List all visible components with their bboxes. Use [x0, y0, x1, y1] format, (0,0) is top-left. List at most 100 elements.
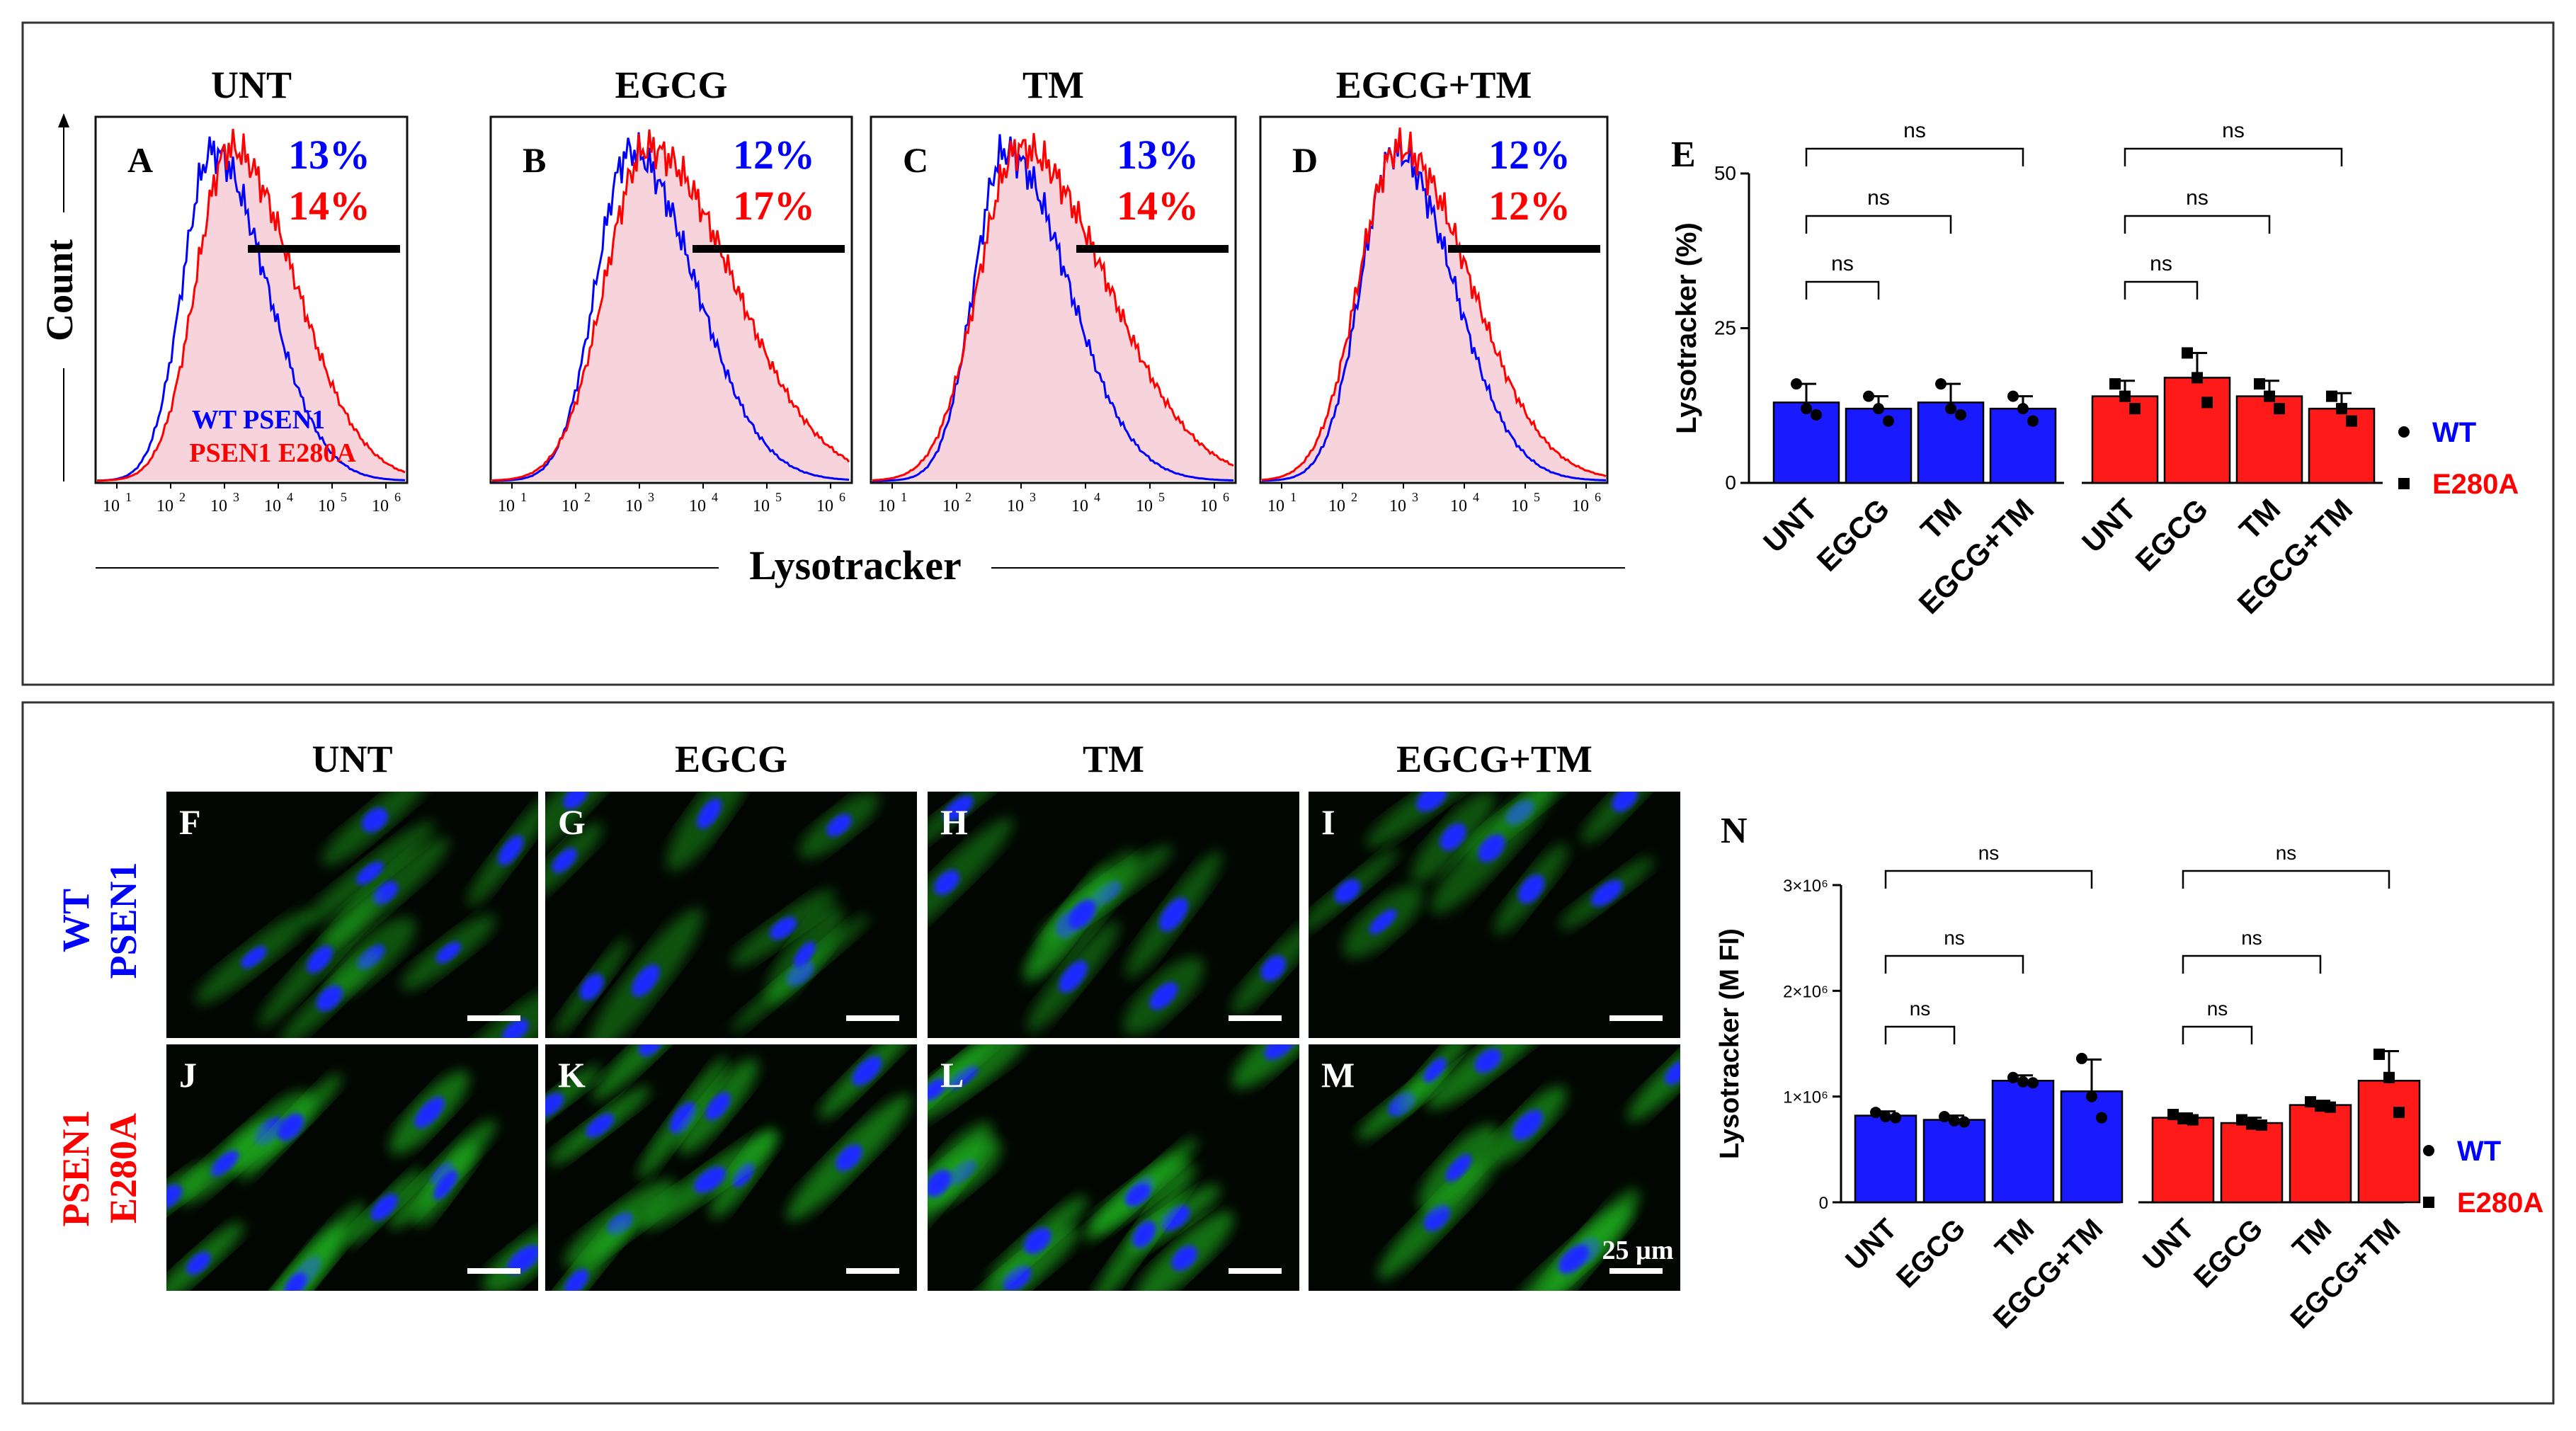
- gate-bar-B: [693, 245, 845, 253]
- scale-bar: [1229, 1015, 1282, 1021]
- data-point: [2336, 403, 2347, 415]
- category-label: TM: [1989, 1213, 2040, 1264]
- significance-bracket: [1805, 280, 1880, 300]
- bar: [2163, 377, 2231, 484]
- histogram-e280a-curve-C: [872, 132, 1234, 481]
- significance-bracket: [2182, 954, 2322, 974]
- x-tick-label: 10: [156, 497, 173, 515]
- histogram-fill-B: [491, 129, 850, 481]
- histogram-fill-A: [96, 129, 406, 481]
- nucleus: [1512, 1110, 1544, 1141]
- significance-label: ns: [1944, 927, 1965, 949]
- category-label: UNT: [1840, 1213, 1903, 1276]
- x-tick-label: 10: [1572, 497, 1589, 515]
- scale-bar: [467, 1015, 520, 1021]
- nucleus: [1264, 1044, 1297, 1060]
- x-tick-label: 10: [1450, 497, 1467, 515]
- data-point: [1883, 415, 1894, 427]
- x-tick-exponent: 2: [1351, 490, 1357, 504]
- nucleus: [1159, 897, 1188, 932]
- significance-label: ns: [1867, 186, 1890, 210]
- legend-label-e280a: E280A: [2457, 1187, 2543, 1219]
- x-tick-exponent: 1: [901, 490, 907, 504]
- column-title: TM: [1083, 738, 1144, 780]
- percent-wt: 13%: [1117, 132, 1199, 178]
- panel-title: EGCG: [615, 64, 727, 106]
- bar: [1991, 1080, 2055, 1204]
- data-point: [2017, 403, 2029, 415]
- bottom-panel-frame: [21, 701, 2555, 1405]
- category-label: EGCG: [2188, 1213, 2269, 1294]
- histogram-e280a-curve-B: [491, 129, 850, 481]
- gate-bar-A: [248, 245, 400, 253]
- nucleus: [502, 1019, 529, 1038]
- data-point: [2187, 1114, 2199, 1126]
- data-point: [2383, 1071, 2395, 1083]
- significance-bracket: [1805, 215, 1952, 234]
- bar: [2289, 1104, 2352, 1204]
- data-point: [2246, 1118, 2257, 1130]
- column-title: EGCG: [675, 738, 787, 780]
- x-tick-label: 10: [1389, 497, 1406, 515]
- panel-letter: I: [1321, 802, 1335, 842]
- data-point: [2236, 1114, 2247, 1126]
- data-point: [2256, 1119, 2267, 1131]
- cells: [545, 1044, 916, 1291]
- nucleus: [506, 1245, 538, 1275]
- significance-bracket: [2124, 147, 2343, 166]
- data-point: [1873, 403, 1884, 415]
- x-tick-label: 10: [1007, 497, 1024, 515]
- nucleus: [1059, 960, 1088, 993]
- x-tick-label: 10: [1267, 497, 1284, 515]
- nucleus: [1558, 1244, 1590, 1274]
- nucleus: [307, 945, 333, 974]
- x-tick-exponent: 5: [341, 490, 347, 504]
- x-tick-exponent: 2: [965, 490, 971, 504]
- histogram-wt-curve-B: [491, 132, 850, 482]
- data-point: [2086, 1090, 2097, 1102]
- nucleus: [1132, 1221, 1156, 1248]
- nucleus: [793, 941, 816, 967]
- data-point: [1939, 1111, 1950, 1123]
- data-point: [1791, 378, 1802, 390]
- nucleus: [770, 917, 797, 940]
- bar: [2308, 407, 2376, 484]
- cells: [545, 792, 879, 1038]
- nucleus: [1171, 1245, 1197, 1271]
- nucleus: [552, 848, 577, 873]
- panel-letter: K: [558, 1055, 586, 1095]
- data-point: [2027, 1077, 2039, 1089]
- data-point: [2274, 403, 2285, 415]
- nucleus: [316, 985, 343, 1011]
- data-point: [2167, 1109, 2179, 1121]
- nucleus: [1124, 1183, 1151, 1207]
- data-point: [2007, 1071, 2019, 1083]
- x-tick-exponent: 6: [839, 490, 845, 504]
- panel-letter: L: [940, 1055, 964, 1095]
- significance-bracket: [2182, 1025, 2253, 1044]
- significance-bracket: [2182, 870, 2390, 889]
- y-axis-label: Count: [38, 239, 81, 341]
- row-label-e280a: PSEN1: [55, 1110, 97, 1226]
- histogram-wt-curve-D: [1261, 132, 1607, 482]
- nucleus: [1416, 792, 1447, 812]
- data-point: [2096, 1112, 2107, 1124]
- nucleus: [632, 964, 660, 997]
- panel-letter: D: [1292, 140, 1318, 180]
- nucleus: [928, 1078, 947, 1101]
- x-tick-exponent: 1: [1290, 490, 1296, 504]
- category-label: EGCG: [2129, 492, 2215, 578]
- nucleus: [697, 798, 722, 829]
- nucleus: [1445, 1153, 1472, 1182]
- scale-bar: [1609, 1268, 1663, 1274]
- bar: [2220, 1122, 2284, 1204]
- data-point: [2129, 403, 2141, 415]
- panel-letter: H: [940, 802, 968, 842]
- x-tick-label: 10: [1136, 497, 1153, 515]
- bar: [1917, 401, 1985, 484]
- nucleus: [1474, 1048, 1502, 1073]
- nucleus: [1149, 982, 1178, 1010]
- panel-letter: G: [558, 802, 586, 842]
- nucleus: [210, 1150, 239, 1177]
- legend-marker-e280a: [2398, 478, 2410, 489]
